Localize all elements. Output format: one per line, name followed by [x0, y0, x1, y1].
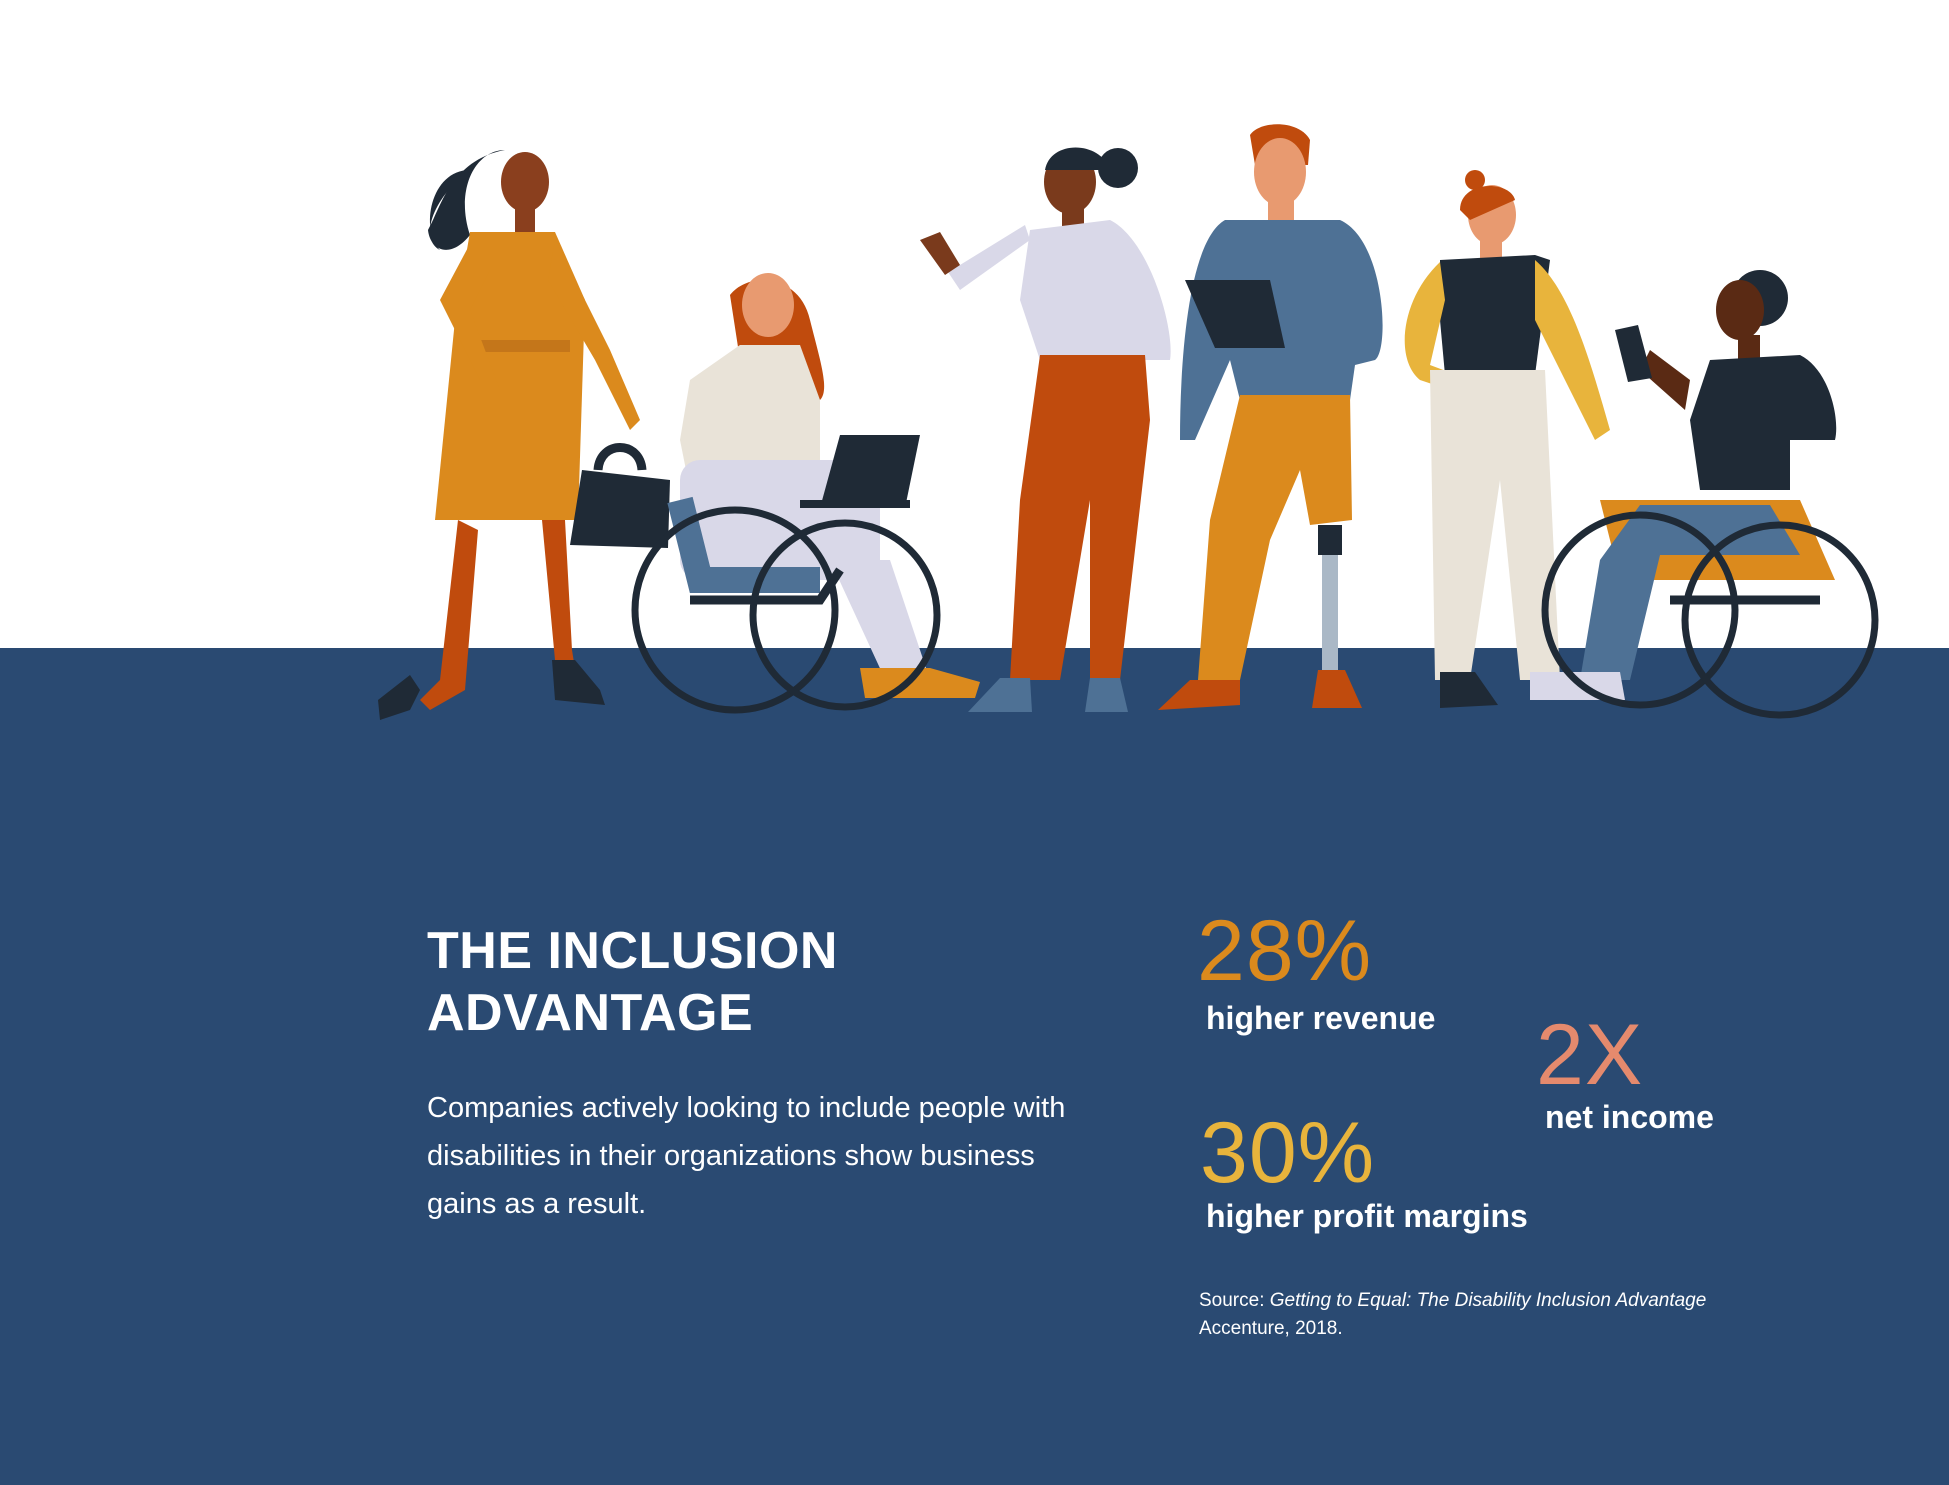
stat-profit-label: higher profit margins [1206, 1198, 1528, 1234]
description-text: Companies actively looking to include pe… [427, 1092, 1066, 1220]
man-with-prosthetic-leg-figure [1158, 124, 1383, 710]
page-title: THE INCLUSION ADVANTAGE [427, 920, 1047, 1044]
stat-net-income-label: net income [1545, 1099, 1714, 1135]
source-prefix: Source: [1199, 1290, 1270, 1311]
woman-with-handbag-figure [378, 150, 670, 720]
man-in-wheelchair-with-phone-figure [1530, 270, 1879, 719]
stat-revenue-label: higher revenue [1206, 1000, 1436, 1036]
woman-in-cream-pants-figure [1404, 170, 1610, 708]
diverse-team-illustration [378, 124, 1879, 720]
woman-in-wheelchair-with-laptop-figure [631, 273, 980, 714]
stat-profit-value: 30% [1200, 1105, 1376, 1201]
navy-background-band [0, 648, 1949, 1485]
source-publisher: Accenture, 2018. [1199, 1318, 1343, 1339]
title-line-1: THE INCLUSION [427, 922, 838, 980]
source-title: Getting to Equal: The Disability Inclusi… [1269, 1290, 1707, 1311]
stat-net-income-value: 2X [1536, 1007, 1644, 1103]
woman-in-hoodie-figure [920, 147, 1171, 712]
source-citation: Source: Getting to Equal: The Disability… [1199, 1287, 1799, 1343]
title-line-2: ADVANTAGE [427, 984, 754, 1042]
stat-revenue-value: 28% [1197, 903, 1373, 999]
